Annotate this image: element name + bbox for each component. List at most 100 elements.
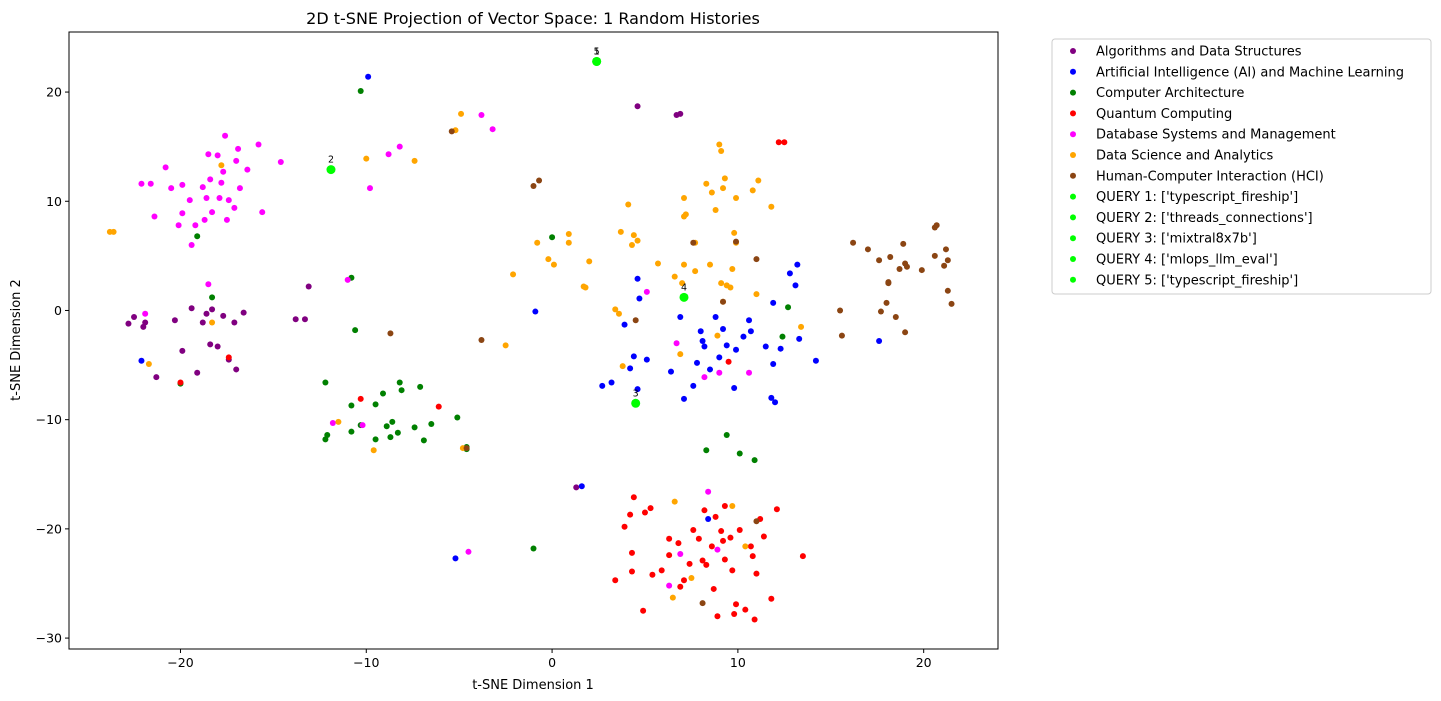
legend: Algorithms and Data Structures Artificial… (1051, 38, 1432, 295)
data-point (701, 507, 708, 514)
data-point (387, 434, 394, 441)
data-point (740, 333, 747, 340)
data-point (647, 505, 654, 512)
data-point (747, 543, 754, 550)
data-point (768, 203, 775, 210)
data-point (798, 323, 805, 330)
data-point (177, 379, 184, 386)
data-point (708, 543, 715, 550)
legend-label: Quantum Computing (1096, 107, 1232, 122)
data-point (225, 197, 232, 204)
data-point (731, 385, 738, 392)
y-tick-label: 10 (46, 194, 62, 209)
query-label: 1 (594, 46, 600, 57)
data-point (452, 555, 459, 562)
legend-label: Algorithms and Data Structures (1096, 45, 1302, 60)
data-point (630, 494, 637, 501)
data-point (721, 502, 728, 509)
data-point (749, 553, 756, 560)
legend-label: QUERY 4: ['mlops_llm_eval'] (1096, 253, 1278, 268)
data-point (694, 359, 701, 366)
legend-marker (1070, 152, 1076, 158)
data-point (411, 424, 418, 431)
data-point (428, 421, 435, 428)
data-point (549, 234, 556, 241)
data-point (742, 606, 749, 613)
data-point (705, 488, 712, 495)
x-tick-label: 10 (730, 655, 746, 670)
data-point (699, 557, 706, 564)
data-point (380, 390, 387, 397)
data-point (768, 394, 775, 401)
data-point (708, 189, 715, 196)
data-point (394, 429, 401, 436)
data-point (582, 284, 589, 291)
data-point (777, 345, 784, 352)
data-point (225, 354, 232, 361)
data-point (720, 326, 727, 333)
data-point (383, 423, 390, 430)
data-point (710, 585, 717, 592)
data-point (142, 319, 149, 326)
data-point (729, 502, 736, 509)
data-point (175, 222, 182, 229)
data-point (608, 379, 615, 386)
data-point (707, 261, 714, 268)
data-point (680, 261, 687, 268)
data-point (194, 233, 201, 240)
data-point (530, 182, 537, 189)
data-point (649, 571, 656, 578)
query-point (592, 56, 602, 66)
data-point (707, 366, 714, 373)
y-tick-label: 20 (46, 85, 62, 100)
data-point (733, 194, 740, 201)
legend-label: Computer Architecture (1096, 86, 1244, 101)
series-2 (177, 87, 792, 552)
data-point (634, 275, 641, 282)
legend-marker (1070, 193, 1076, 200)
y-tick-label: −20 (36, 521, 62, 536)
data-point (942, 246, 949, 253)
query-label: 2 (328, 155, 334, 166)
data-point (545, 256, 552, 263)
data-point (209, 209, 216, 216)
legend-marker (1070, 131, 1076, 138)
data-point (203, 310, 210, 317)
data-point (944, 287, 951, 294)
data-point (948, 300, 955, 307)
data-point (714, 546, 721, 553)
data-point (641, 509, 648, 516)
data-point (680, 194, 687, 201)
x-axis-label: t-SNE Dimension 1 (472, 678, 594, 693)
data-point (690, 382, 697, 389)
x-tick-label: 20 (916, 655, 932, 670)
data-point (720, 537, 727, 544)
data-point (876, 257, 883, 264)
data-point (110, 228, 117, 235)
series-0 (125, 103, 684, 491)
data-point (887, 253, 894, 260)
data-point (599, 382, 606, 389)
data-point (666, 582, 673, 589)
x-tick-label: −20 (167, 655, 193, 670)
data-point (145, 360, 152, 367)
data-point (357, 87, 364, 94)
data-point (634, 103, 641, 110)
data-point (363, 155, 370, 162)
data-point (712, 207, 719, 214)
data-point (233, 157, 240, 164)
data-point (690, 239, 697, 246)
data-point (640, 607, 647, 614)
data-point (892, 314, 899, 321)
data-point (903, 263, 910, 270)
data-point (348, 428, 355, 435)
data-point (454, 414, 461, 421)
data-point (634, 386, 641, 393)
data-point (701, 374, 708, 381)
data-point (742, 543, 749, 550)
data-point (366, 185, 373, 192)
data-point (138, 357, 145, 364)
data-point (677, 110, 684, 117)
data-point (902, 329, 909, 336)
